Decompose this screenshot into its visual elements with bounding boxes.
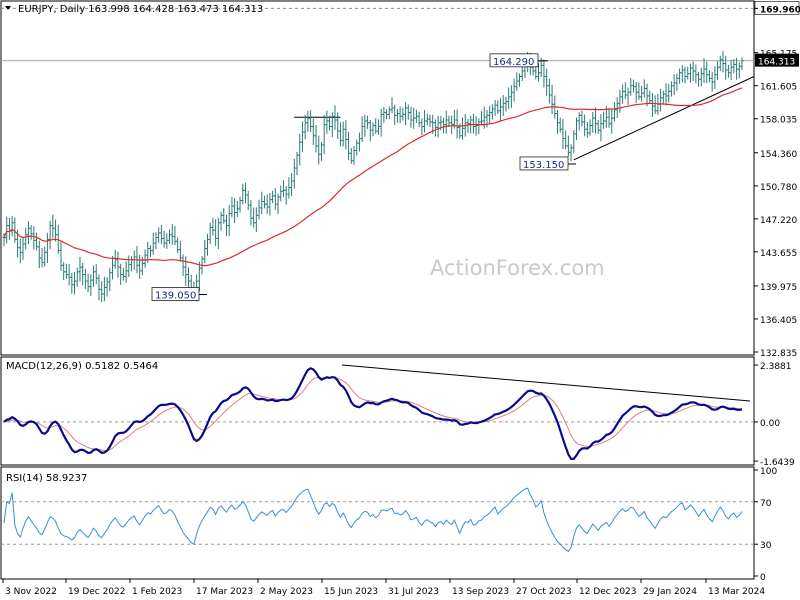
x-tick-label: 13 Sep 2023 xyxy=(452,587,509,597)
x-tick-label: 27 Oct 2023 xyxy=(516,587,572,597)
rsi-header: RSI(14) 58.9237 xyxy=(6,473,87,484)
macd-signal-line xyxy=(3,377,743,451)
price-tick-label: 139.975 xyxy=(760,283,797,293)
macd-header: MACD(12,26,9) 0.5182 0.5464 xyxy=(6,361,158,372)
macd-series xyxy=(1,364,754,461)
price-level-annotation: 153.150 xyxy=(519,156,576,171)
price-tick-label: 143.655 xyxy=(760,249,797,259)
x-tick-label: 1 Feb 2023 xyxy=(132,587,182,597)
price-bar xyxy=(740,57,744,71)
price-tick-label: 132.835 xyxy=(760,349,797,359)
rsi-tick-label: 30 xyxy=(760,541,772,551)
price-panel-frame xyxy=(0,0,755,356)
price-header: EURJPY, Daily 163.998 164.428 163.473 16… xyxy=(18,4,263,15)
last-price-box xyxy=(755,53,799,67)
x-tick-label: 3 Nov 2022 xyxy=(5,587,57,597)
x-tick-label: 15 Jun 2023 xyxy=(324,587,378,597)
price-level-label: 153.150 xyxy=(523,160,564,171)
x-tick-label: 17 Mar 2023 xyxy=(196,587,253,597)
moving-average-line xyxy=(3,87,743,267)
rsi-tick-label: 70 xyxy=(760,499,772,509)
macd-panel: MACD(12,26,9) 0.5182 0.5464 xyxy=(0,356,755,466)
price-tick-label: 136.405 xyxy=(760,316,797,326)
price-tick-label: 158.035 xyxy=(760,116,797,126)
macd-trendline xyxy=(341,364,751,402)
macd-tick-label: 0.00 xyxy=(760,419,780,429)
rsi-panel-frame xyxy=(0,466,755,580)
price-level-label: 139.050 xyxy=(155,290,196,301)
rising-support-trendline xyxy=(573,76,755,161)
last-price-label: 164.313 xyxy=(758,58,795,68)
price-level-label: 164.290 xyxy=(493,57,534,68)
price-panel: ActionForex.com 164.290 153.150 139.050 EU… xyxy=(0,0,755,356)
price-level-annotation: 164.290 xyxy=(489,53,548,68)
chart-watermark: ActionForex.com xyxy=(430,256,605,280)
price-grid xyxy=(1,7,754,62)
x-tick-label: 31 Jul 2023 xyxy=(388,587,439,597)
price-level-annotations: 164.290 153.150 139.050 xyxy=(151,53,576,301)
rsi-series xyxy=(1,487,754,553)
macd-tick-label: 2.3881 xyxy=(760,362,792,372)
price-tick-label: 154.360 xyxy=(760,150,797,160)
chart-menu-arrow-icon[interactable] xyxy=(5,6,11,10)
macd-line xyxy=(3,367,743,461)
macd-panel-frame xyxy=(0,356,755,466)
rsi-line xyxy=(3,487,743,553)
price-tick-label: 150.780 xyxy=(760,183,797,193)
x-tick-label: 29 Jan 2024 xyxy=(643,587,697,597)
x-tick-label: 19 Dec 2022 xyxy=(68,587,126,597)
price-level-annotation: 139.050 xyxy=(151,287,207,301)
macd-tick-label: -1.6439 xyxy=(760,458,795,468)
top-price-box xyxy=(754,1,800,15)
x-tick-label: 13 Mar 2024 xyxy=(708,587,765,597)
x-tick-label: 2 May 2023 xyxy=(260,587,313,597)
moving-average-series xyxy=(3,87,743,267)
price-tick-label: 147.220 xyxy=(760,216,797,226)
x-tick-label: 12 Dec 2023 xyxy=(579,587,637,597)
rsi-tick-label: 100 xyxy=(760,467,777,477)
price-bars xyxy=(2,50,744,303)
price-tick-label: 161.605 xyxy=(760,83,797,93)
rsi-tick-label: 0 xyxy=(760,573,766,583)
rsi-panel: RSI(14) 58.9237 xyxy=(0,466,755,580)
price-tick-label: 169.960 xyxy=(760,5,800,15)
